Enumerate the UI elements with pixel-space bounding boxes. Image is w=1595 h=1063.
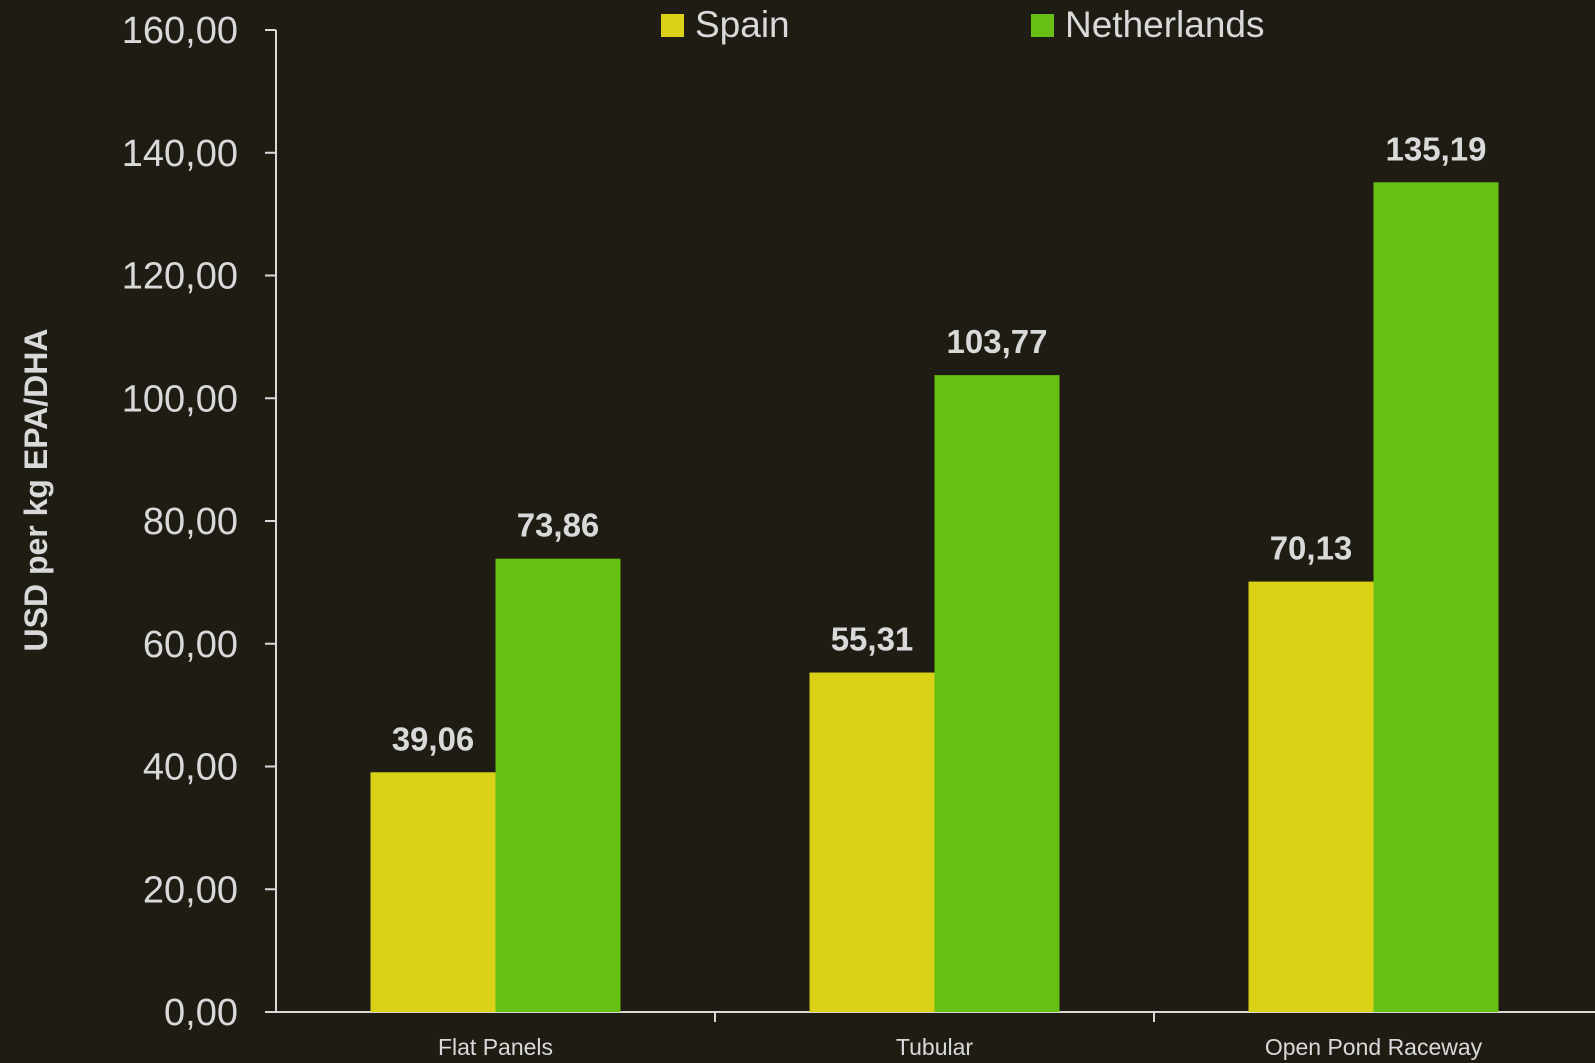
data-label: 103,77 xyxy=(947,323,1048,360)
bars xyxy=(370,182,1499,1013)
x-tick-label: Tubular xyxy=(896,1034,973,1060)
y-tick-label: 100,00 xyxy=(122,378,238,420)
legend-label-spain: Spain xyxy=(695,4,790,45)
data-labels: 39,06 73,86 55,31 103,77 70,13 135,19 xyxy=(392,130,1487,757)
data-label: 73,86 xyxy=(517,507,600,544)
y-tick-label: 60,00 xyxy=(143,624,238,666)
y-tick-label: 20,00 xyxy=(143,869,238,911)
y-tick-label: 80,00 xyxy=(143,501,238,543)
x-tick-label: Flat Panels xyxy=(438,1034,553,1060)
y-tick-label: 160,00 xyxy=(122,10,238,52)
y-tick-label: 140,00 xyxy=(122,133,238,175)
x-tick-label: Open Pond Raceway xyxy=(1265,1034,1483,1060)
data-label: 70,13 xyxy=(1270,530,1353,567)
bar-netherlands-tubular xyxy=(934,375,1060,1012)
legend: Spain Netherlands xyxy=(661,4,1265,45)
x-axis: Flat Panels Tubular Open Pond Raceway xyxy=(276,1011,1595,1060)
bar-netherlands-flat-panels xyxy=(495,558,621,1012)
bar-netherlands-open-pond-raceway xyxy=(1373,182,1499,1013)
legend-swatch-netherlands xyxy=(1031,14,1054,37)
y-tick-label: 40,00 xyxy=(143,747,238,789)
data-label: 135,19 xyxy=(1386,130,1487,167)
bar-spain-tubular xyxy=(809,672,935,1012)
y-axis-title: USD per kg EPA/DHA xyxy=(18,328,54,651)
legend-label-netherlands: Netherlands xyxy=(1065,4,1265,45)
y-axis: 0,00 20,00 40,00 60,00 80,00 100,00 120,00 140,… xyxy=(122,10,277,1034)
data-label: 55,31 xyxy=(831,621,914,658)
legend-swatch-spain xyxy=(661,14,684,37)
bar-spain-open-pond-raceway xyxy=(1248,581,1374,1012)
y-tick-label: 0,00 xyxy=(164,992,238,1034)
bar-spain-flat-panels xyxy=(370,772,496,1012)
data-label: 39,06 xyxy=(392,720,475,757)
y-tick-label: 120,00 xyxy=(122,256,238,298)
